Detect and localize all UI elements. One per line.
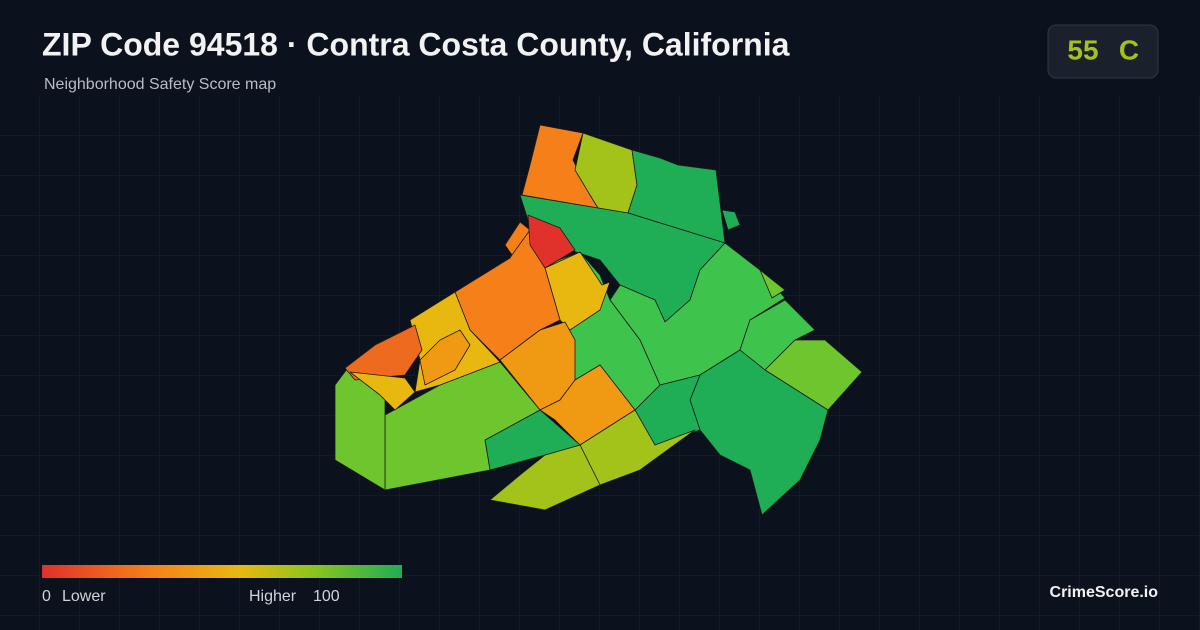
- region: [721, 209, 741, 231]
- region: [764, 339, 863, 411]
- legend-max: 100: [313, 588, 340, 605]
- score-badge: [1047, 24, 1159, 79]
- legend-min-label: Lower: [62, 588, 106, 605]
- score-value: 55: [1067, 34, 1098, 65]
- region: [349, 371, 416, 411]
- score-grade: C: [1119, 34, 1139, 65]
- region: [759, 269, 786, 299]
- map: [334, 124, 863, 516]
- legend-bar: [42, 565, 402, 578]
- region: [689, 349, 829, 516]
- region: [419, 329, 471, 386]
- subtitle: Neighborhood Safety Score map: [44, 76, 276, 93]
- region: [627, 149, 726, 244]
- region: [544, 251, 611, 331]
- legend-max-label: Higher: [249, 588, 297, 605]
- region: [344, 324, 423, 381]
- legend-min: 0: [42, 588, 51, 605]
- title: ZIP Code 94518 · Contra Costa County, Ca…: [42, 26, 790, 62]
- region: [527, 214, 576, 269]
- brand: CrimeScore.io: [1050, 584, 1159, 601]
